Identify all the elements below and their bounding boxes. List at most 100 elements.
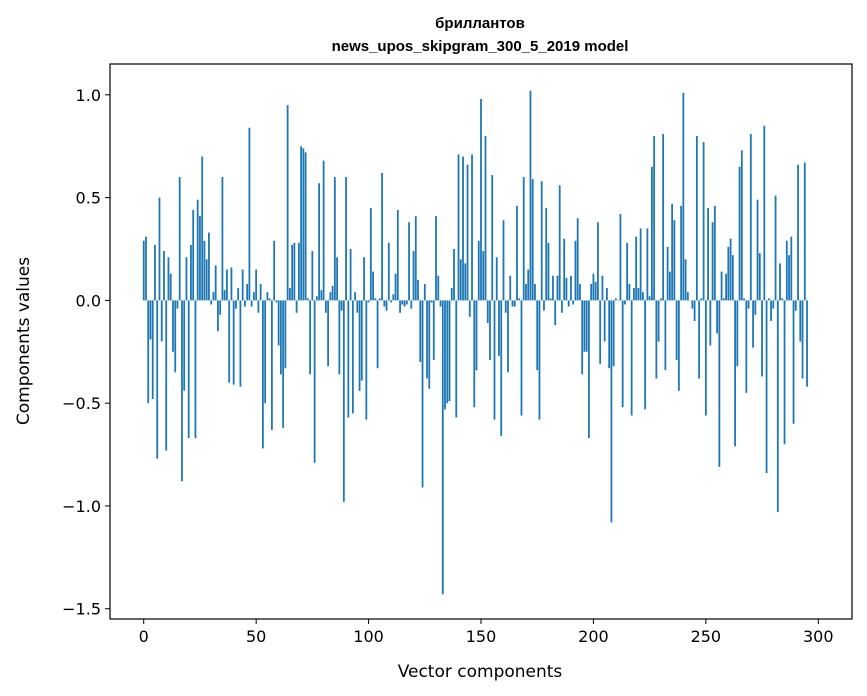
bar-112 [394,273,397,301]
bar-149 [477,240,480,301]
bar-22 [192,209,195,301]
bar-21 [190,244,192,301]
bar-83 [329,292,332,301]
bar-3 [149,300,152,340]
plot-frame [109,63,853,620]
bar-62 [282,300,285,428]
bar-44 [241,269,244,301]
bar-274 [758,253,761,301]
bar-109 [387,242,390,301]
bar-253 [711,222,714,301]
bar-1 [145,236,147,301]
bar-263 [734,300,736,447]
bar-167 [518,298,521,301]
bar-68 [295,300,298,313]
bar-69 [297,242,300,301]
bar-7 [158,197,161,301]
bar-179 [545,207,548,301]
bar-226 [650,166,653,301]
x-tick-label: 0 [139,627,149,646]
bar-89 [342,300,345,502]
y-tick-label: −1.5 [62,600,101,619]
bar-104 [376,300,379,369]
bar-279 [770,300,772,321]
bar-266 [740,150,743,301]
bar-281 [774,195,777,301]
bar-177 [540,181,543,301]
bar-78 [318,183,321,301]
bar-148 [475,300,478,371]
bar-213 [621,300,624,408]
bar-201 [594,281,597,301]
bar-197 [585,300,588,352]
bar-223 [644,300,647,410]
bar-185 [558,185,561,301]
x-tick-label: 300 [803,627,834,646]
bar-203 [599,300,602,365]
bar-65 [288,288,291,301]
bar-5 [154,244,156,301]
bar-126 [426,300,428,379]
bar-59 [275,300,278,303]
bar-157 [495,257,498,301]
bar-154 [489,300,491,360]
bar-23 [194,300,197,439]
bar-192 [574,240,577,301]
bar-52 [259,283,262,301]
bar-271 [752,300,754,348]
bar-228 [655,300,658,379]
bar-85 [333,177,336,301]
bar-87 [338,300,341,375]
bar-245 [693,300,696,321]
bar-193 [576,218,579,301]
bar-139 [455,300,458,418]
bar-191 [572,300,575,305]
bar-90 [345,177,347,301]
bar-19 [185,257,188,301]
bar-77 [315,296,318,301]
bar-6 [156,300,159,459]
bar-158 [498,300,500,356]
bar-164 [511,300,514,307]
bar-140 [457,154,460,301]
bar-58 [273,240,276,301]
bar-257 [720,271,723,301]
bar-282 [776,300,779,513]
bar-195 [581,300,584,375]
bar-256 [718,300,721,467]
bar-39 [230,267,233,301]
x-tick-label: 250 [691,627,722,646]
bar-265 [738,166,741,301]
bar-76 [313,300,316,463]
bar-155 [491,175,494,301]
bar-56 [268,298,271,301]
y-tick-label: 0.0 [76,291,101,310]
bar-32 [214,265,217,301]
bar-180 [547,242,550,301]
bar-8 [160,300,163,342]
bar-219 [635,236,638,301]
bar-41 [235,300,237,309]
bar-252 [709,300,712,346]
bar-42 [237,288,240,301]
y-axis-label: Components values [14,257,34,425]
bar-286 [785,240,788,301]
bar-129 [432,300,435,360]
bar-200 [592,273,595,301]
bar-239 [680,205,683,301]
bar-295 [806,300,808,387]
bar-84 [331,286,334,301]
bar-231 [662,133,665,301]
bar-235 [671,203,674,301]
bar-4 [151,300,154,400]
bar-47 [248,127,251,301]
bar-81 [324,300,327,313]
bar-113 [396,209,399,301]
bar-288 [790,236,793,301]
bar-225 [648,296,651,301]
bar-60 [277,300,280,346]
bar-102 [372,271,374,301]
bar-30 [210,300,213,305]
bar-202 [597,222,599,301]
bar-165 [513,300,516,307]
